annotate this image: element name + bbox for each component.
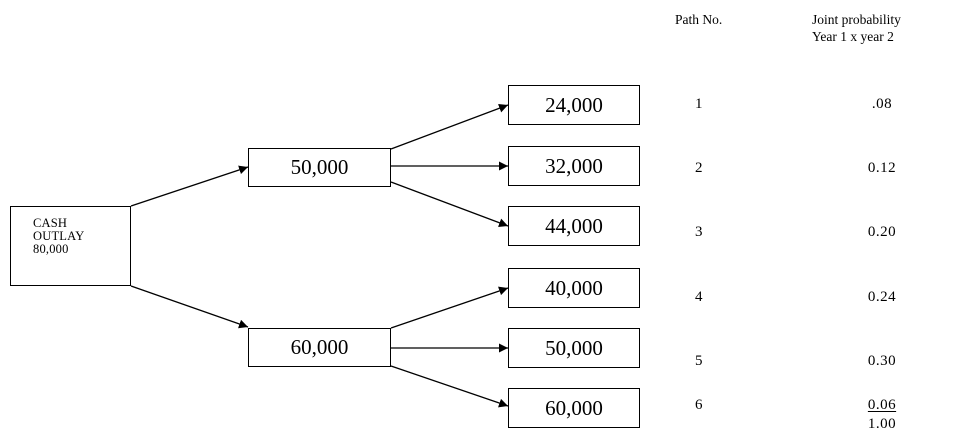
joint-probability-total: 1.00 [867, 416, 897, 432]
joint-probability-value: 0.24 [867, 289, 897, 305]
edge-50000-to-44000 [390, 181, 509, 228]
year2-node-value: 44,000 [545, 213, 603, 238]
joint-probability-value: .08 [871, 96, 893, 112]
year1-node-50000: 50,000 [248, 148, 391, 187]
joint-probability-header: Joint probability Year 1 x year 2 [812, 11, 901, 45]
joint-probability-header-line1: Joint probability [812, 12, 901, 27]
year1-node-value: 60,000 [290, 335, 349, 359]
path-number: 5 [695, 353, 703, 369]
cash-outlay-node: CASH OUTLAY 80,000 [10, 206, 131, 286]
joint-probability-value: 0.12 [867, 160, 897, 176]
edge-50000-to-24000 [390, 103, 509, 150]
path-no-header: Path No. [675, 12, 723, 27]
cash-outlay-amount: 80,000 [33, 242, 69, 256]
year2-node-value: 32,000 [545, 153, 603, 178]
year2-node-44000: 44,000 [508, 206, 640, 246]
joint-probability-value: 0.20 [867, 224, 897, 240]
path-number: 3 [695, 224, 703, 240]
joint-probability-value: 0.30 [867, 353, 897, 369]
cash-outlay-line2: OUTLAY [33, 229, 85, 243]
year2-node-value: 40,000 [545, 275, 603, 300]
path-number: 4 [695, 289, 703, 305]
path-number: 1 [695, 96, 703, 112]
path-number: 2 [695, 160, 703, 176]
edge-root-to-50000 [130, 165, 249, 207]
edge-root-to-60000 [130, 285, 249, 329]
joint-probability-value: 0.06 [867, 397, 897, 413]
year2-node-32000: 32,000 [508, 146, 640, 186]
edge-60000-to-40000 [390, 286, 509, 329]
year2-node-24000: 24,000 [508, 85, 640, 125]
edge-60000-to-60000 [390, 365, 509, 408]
year2-node-50000: 50,000 [508, 328, 640, 368]
year1-node-60000: 60,000 [248, 328, 391, 367]
year2-node-40000: 40,000 [508, 268, 640, 308]
path-number: 6 [695, 397, 703, 413]
joint-probability-header-line2: Year 1 x year 2 [812, 29, 894, 44]
year2-node-value: 50,000 [545, 335, 603, 360]
cash-outlay-line1: CASH [33, 216, 68, 230]
year1-node-value: 50,000 [290, 155, 349, 179]
year2-node-value: 60,000 [545, 395, 603, 420]
year2-node-value: 24,000 [545, 92, 603, 117]
year2-node-60000: 60,000 [508, 388, 640, 428]
